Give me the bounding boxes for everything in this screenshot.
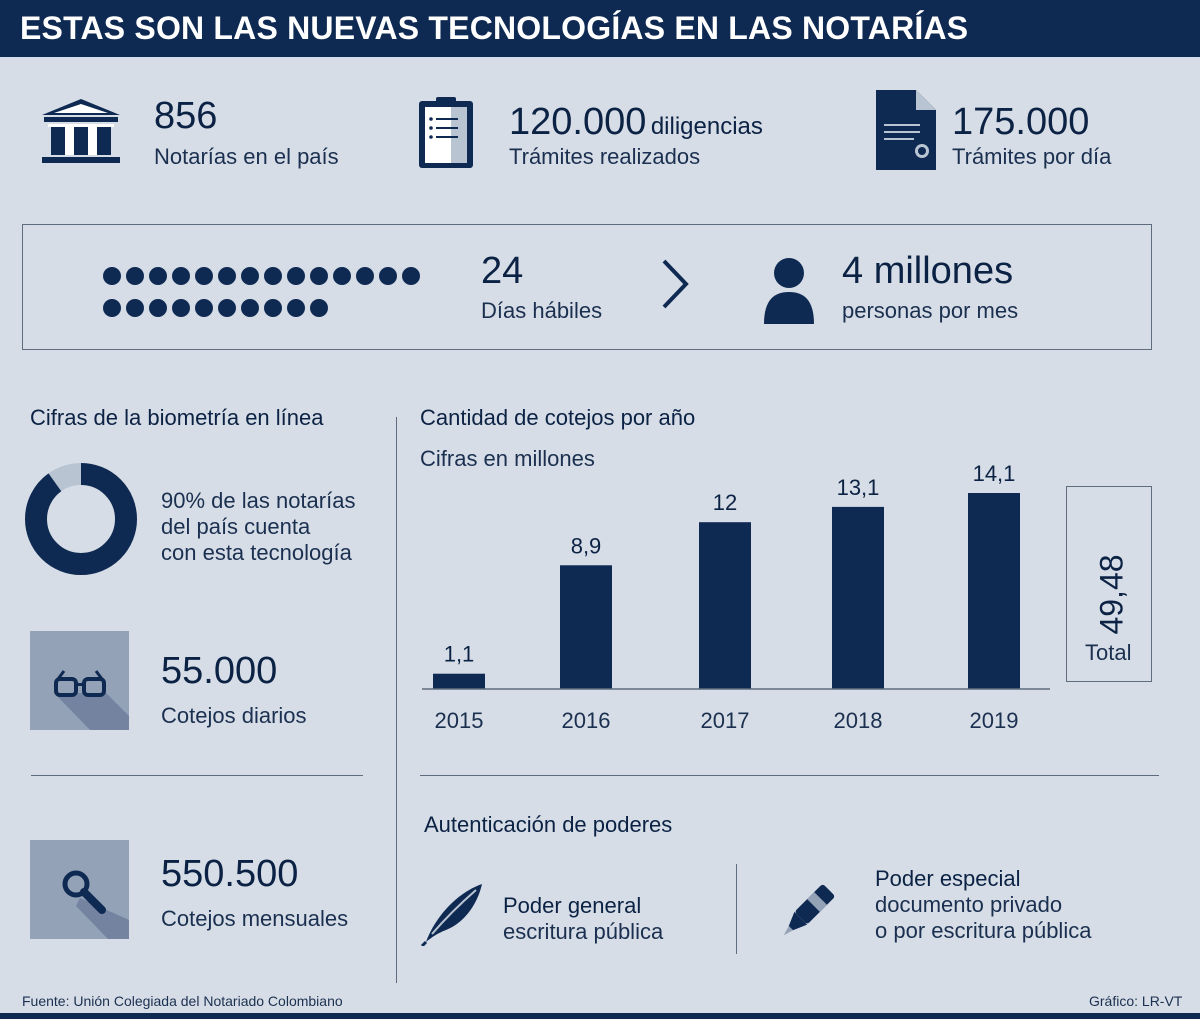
- chevron-right-icon: [662, 259, 689, 309]
- day-dot: [310, 267, 328, 285]
- days-dots: [103, 267, 443, 331]
- feather-icon: [420, 884, 482, 946]
- donut-caption: 90% de las notarías del país cuenta con …: [161, 488, 355, 566]
- bottom-rule: [0, 1013, 1200, 1019]
- day-dot: [218, 299, 236, 317]
- tramites-dia-value: 175.000: [952, 101, 1090, 143]
- data-label: 1,1: [444, 642, 475, 667]
- day-dot: [310, 299, 328, 317]
- dias-label: Días hábiles: [481, 298, 603, 323]
- total-value: 49,48: [1093, 553, 1130, 635]
- biometria-title: Cifras de la biometría en línea: [30, 405, 324, 430]
- day-dot: [333, 267, 351, 285]
- data-label: 12: [713, 490, 737, 515]
- bar: [560, 565, 612, 689]
- personas-label: personas por mes: [842, 298, 1019, 323]
- diligencias-value: 120.000: [509, 101, 647, 143]
- day-dot: [402, 267, 420, 285]
- day-dot: [241, 299, 259, 317]
- summary-band: [22, 224, 1152, 350]
- total-value-wrap: 49,48: [1092, 554, 1132, 634]
- diligencias-unit: diligencias: [650, 113, 763, 140]
- credit-note: Gráfico: LR-VT: [1089, 993, 1183, 1009]
- donut-text-line: con esta tecnología: [161, 540, 352, 565]
- dias-value: 24: [481, 250, 524, 292]
- bar: [699, 522, 751, 689]
- poder-especial-sub: o por escritura pública: [875, 918, 1092, 943]
- diligencias-label: Trámites realizados: [509, 144, 701, 169]
- x-tick-label: 2015: [435, 708, 484, 733]
- day-dot: [172, 299, 190, 317]
- day-dot: [149, 267, 167, 285]
- column-divider: [396, 417, 397, 983]
- poder-general: Poder general escritura pública: [503, 893, 663, 945]
- page-title: ESTAS SON LAS NUEVAS TECNOLOGÍAS EN LAS …: [20, 10, 969, 46]
- day-dot: [287, 299, 305, 317]
- person-icon: [764, 258, 814, 324]
- data-label: 14,1: [973, 461, 1016, 486]
- glasses-tile: [30, 631, 129, 730]
- day-dot: [195, 299, 213, 317]
- poder-general-title: Poder general: [503, 893, 642, 918]
- chart-subtitle: Cifras en millones: [420, 446, 595, 471]
- chart-title: Cantidad de cotejos por año: [420, 405, 696, 430]
- total-box: [1066, 486, 1152, 682]
- day-dot: [287, 267, 305, 285]
- bar: [832, 506, 884, 689]
- mensuales-value: 550.500: [161, 853, 299, 895]
- day-dot: [264, 267, 282, 285]
- donut-text-line: del país cuenta: [161, 514, 311, 539]
- document-seal-icon: [876, 90, 936, 170]
- x-tick-label: 2016: [562, 708, 611, 733]
- clipboard-icon: [419, 97, 473, 168]
- x-tick-label: 2017: [701, 708, 750, 733]
- notarias-label: Notarías en el país: [154, 144, 339, 169]
- mensuales-label: Cotejos mensuales: [161, 906, 349, 931]
- day-dot: [172, 267, 190, 285]
- day-dot: [103, 267, 121, 285]
- poderes-title: Autenticación de poderes: [424, 812, 673, 837]
- total-label: Total: [1085, 640, 1132, 665]
- notarias-value: 856: [154, 95, 218, 137]
- magnifier-icon: [62, 870, 129, 939]
- day-dot: [356, 267, 374, 285]
- day-dot: [126, 299, 144, 317]
- tramites-dia-label: Trámites por día: [952, 144, 1112, 169]
- divider: [736, 864, 737, 954]
- poder-general-sub: escritura pública: [503, 919, 664, 944]
- diligencias-line: 120.000 diligencias: [509, 101, 763, 144]
- glasses-icon: [54, 670, 129, 730]
- day-dot: [264, 299, 282, 317]
- day-dot: [379, 267, 397, 285]
- personas-value: 4 millones: [842, 250, 1014, 292]
- magnifier-tile: [30, 840, 129, 939]
- day-dot: [103, 299, 121, 317]
- diarios-label: Cotejos diarios: [161, 703, 307, 728]
- x-tick-label: 2018: [834, 708, 883, 733]
- divider: [420, 775, 1159, 776]
- day-dot: [218, 267, 236, 285]
- data-label: 13,1: [837, 475, 880, 500]
- poder-especial: Poder especial documento privado o por e…: [875, 866, 1091, 944]
- bar: [433, 673, 485, 689]
- diarios-value: 55.000: [161, 650, 278, 692]
- pen-icon: [783, 884, 835, 936]
- donut-text-line: 90% de las notarías: [161, 488, 356, 513]
- poder-especial-title: Poder especial: [875, 866, 1021, 891]
- day-dot: [241, 267, 259, 285]
- donut-chart: [25, 463, 137, 575]
- x-tick-label: 2019: [970, 708, 1019, 733]
- courthouse-icon: [42, 99, 120, 163]
- bar: [968, 493, 1020, 689]
- day-dot: [149, 299, 167, 317]
- data-label: 8,9: [571, 533, 602, 558]
- day-dot: [195, 267, 213, 285]
- divider: [31, 775, 363, 776]
- poder-especial-sub: documento privado: [875, 892, 1063, 917]
- header-bar: ESTAS SON LAS NUEVAS TECNOLOGÍAS EN LAS …: [0, 0, 1200, 57]
- day-dot: [126, 267, 144, 285]
- source-note: Fuente: Unión Colegiada del Notariado Co…: [22, 993, 343, 1009]
